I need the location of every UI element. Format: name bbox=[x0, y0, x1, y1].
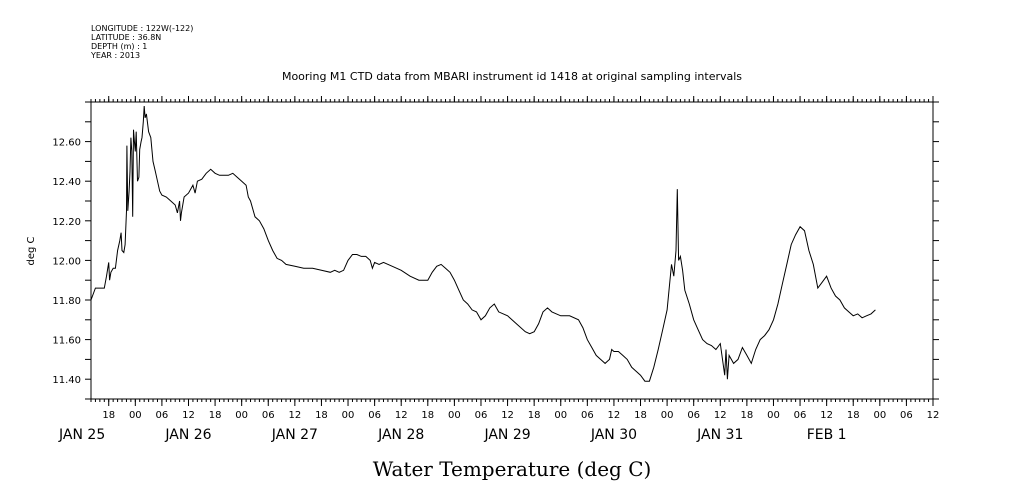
x-tick-label: 12 bbox=[714, 410, 727, 421]
x-axis-ticks: 18 00 06 12 18 00 06 12 18 00 06 12 18 00 06 12 18 00 06 12… bbox=[102, 96, 939, 421]
x-tick-label: 00 bbox=[661, 410, 674, 421]
y-tick-label: 12.00 bbox=[52, 256, 81, 267]
x-tick-label: 00 bbox=[342, 410, 355, 421]
x-tick-label: 18 bbox=[102, 410, 115, 421]
meta-year: YEAR : 2013 bbox=[90, 51, 140, 60]
x-tick-label: 06 bbox=[368, 410, 381, 421]
x-day-label: FEB 1 bbox=[807, 427, 847, 443]
x-tick-label: 12 bbox=[608, 410, 621, 421]
x-tick-label: 00 bbox=[767, 410, 780, 421]
x-day-label: JAN 25 bbox=[58, 427, 105, 443]
x-tick-label: 12 bbox=[395, 410, 408, 421]
x-day-label: JAN 26 bbox=[164, 427, 211, 443]
x-day-label: JAN 27 bbox=[271, 427, 318, 443]
x-axis-day-labels: JAN 25 JAN 26 JAN 27 JAN 28 JAN 29 JAN 30 JAN … bbox=[58, 427, 847, 443]
temperature-series-line bbox=[90, 105, 876, 382]
x-tick-label: 06 bbox=[794, 410, 807, 421]
x-day-label: JAN 29 bbox=[483, 427, 530, 443]
x-tick-label: 12 bbox=[501, 410, 514, 421]
x-tick-label: 06 bbox=[262, 410, 275, 421]
meta-depth: DEPTH (m) : 1 bbox=[91, 42, 147, 51]
x-tick-label: 12 bbox=[288, 410, 301, 421]
x-tick-label: 00 bbox=[448, 410, 461, 421]
plot-frame bbox=[90, 101, 934, 400]
y-tick-label: 12.20 bbox=[52, 217, 81, 228]
y-tick-label: 12.60 bbox=[52, 138, 81, 149]
x-day-label: JAN 30 bbox=[590, 427, 637, 443]
x-tick-label: 12 bbox=[182, 410, 195, 421]
x-tick-label: 00 bbox=[235, 410, 248, 421]
x-day-label: JAN 28 bbox=[377, 427, 424, 443]
x-tick-label: 18 bbox=[209, 410, 222, 421]
minor-ticks bbox=[90, 99, 934, 402]
chart-title: Mooring M1 CTD data from MBARI instrumen… bbox=[282, 70, 742, 83]
x-tick-label: 06 bbox=[475, 410, 488, 421]
x-tick-label: 00 bbox=[873, 410, 886, 421]
x-day-label: JAN 31 bbox=[696, 427, 743, 443]
meta-latitude: LATITUDE : 36.8N bbox=[91, 33, 161, 42]
y-tick-label: 11.80 bbox=[52, 296, 81, 307]
y-tick-label: 11.40 bbox=[52, 375, 81, 386]
x-tick-label: 06 bbox=[900, 410, 913, 421]
y-axis-label: deg C bbox=[26, 236, 37, 265]
x-tick-label: 12 bbox=[820, 410, 833, 421]
x-tick-label: 12 bbox=[927, 410, 940, 421]
x-tick-label: 18 bbox=[421, 410, 434, 421]
metadata-block: LONGITUDE : 122W(-122) LATITUDE : 36.8N … bbox=[90, 24, 193, 60]
x-tick-label: 06 bbox=[581, 410, 594, 421]
y-tick-label: 12.40 bbox=[52, 177, 81, 188]
x-tick-label: 00 bbox=[129, 410, 142, 421]
x-tick-label: 06 bbox=[156, 410, 169, 421]
y-tick-label: 11.60 bbox=[52, 336, 81, 347]
x-tick-label: 18 bbox=[528, 410, 541, 421]
x-tick-label: 18 bbox=[634, 410, 647, 421]
x-tick-label: 18 bbox=[847, 410, 860, 421]
x-tick-label: 00 bbox=[554, 410, 567, 421]
x-tick-label: 18 bbox=[315, 410, 328, 421]
x-tick-label: 06 bbox=[687, 410, 700, 421]
meta-longitude: LONGITUDE : 122W(-122) bbox=[91, 24, 193, 33]
x-axis-label: Water Temperature (deg C) bbox=[373, 457, 652, 481]
y-axis-ticks: 11.40 11.60 11.80 12.00 12.20 12.40 12.60 bbox=[52, 101, 939, 400]
x-tick-label: 18 bbox=[741, 410, 754, 421]
